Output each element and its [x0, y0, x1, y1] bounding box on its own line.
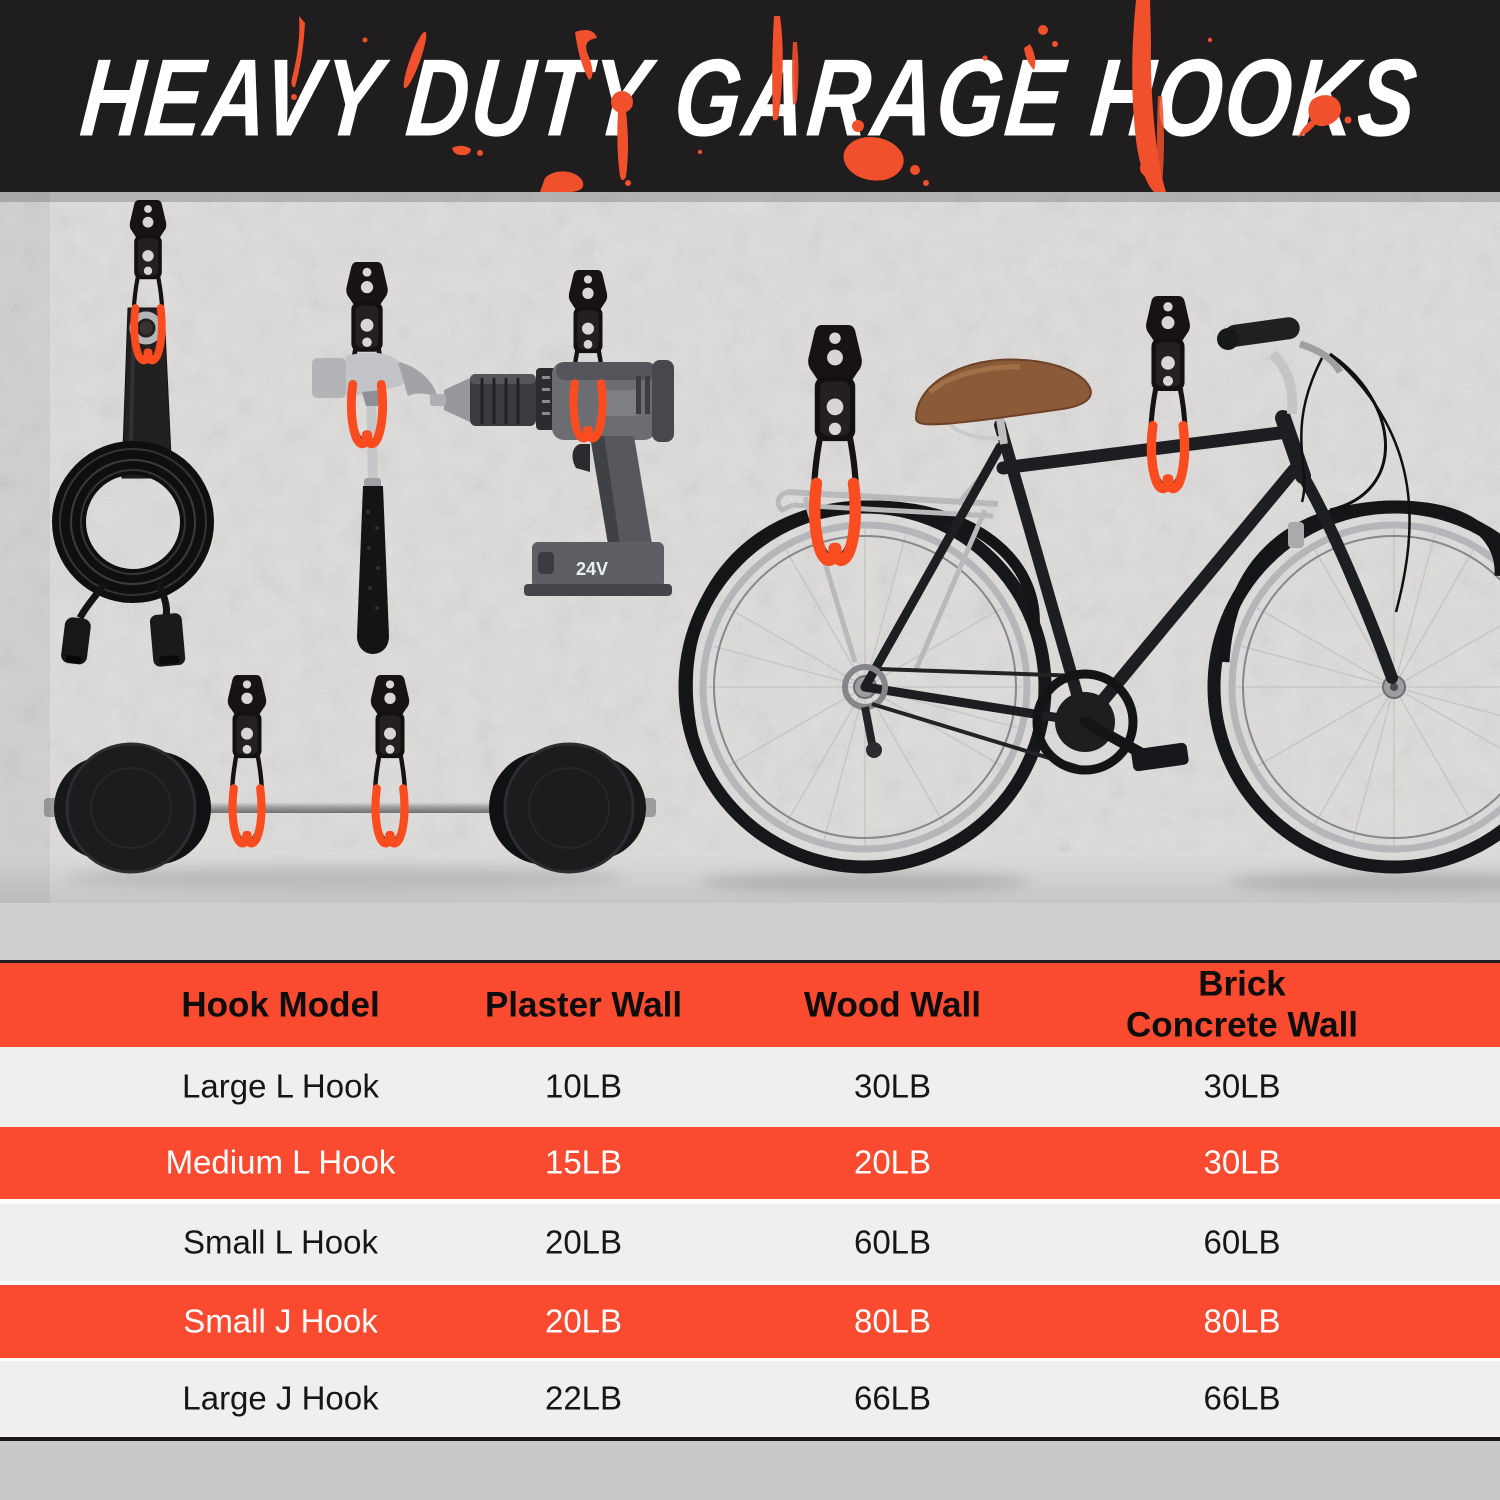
cell-plaster: 10LB — [544, 1067, 623, 1105]
power-drill-image: 24V — [430, 360, 674, 596]
row-separator — [0, 1281, 1500, 1285]
table-row: Small L Hook 20LB 60LB 60LB — [0, 1204, 1500, 1281]
drill-battery-label: 24V — [576, 559, 608, 579]
divider-band-top — [0, 903, 1500, 960]
handlebar-grip — [1224, 317, 1300, 347]
divider-line-bottom — [0, 1437, 1500, 1441]
cell-brick: 80LB — [1203, 1302, 1281, 1340]
cell-model: Medium L Hook — [165, 1143, 396, 1181]
divider-line-top — [0, 960, 1500, 963]
brake-cables — [1300, 352, 1411, 613]
cell-brick: 60LB — [1203, 1223, 1281, 1261]
cell-wood: 60LB — [853, 1223, 932, 1261]
hammer-image — [312, 352, 438, 654]
row-separator — [0, 1358, 1500, 1361]
paint-splatter-decoration — [291, 0, 1352, 192]
divider-band-bottom — [0, 1441, 1500, 1500]
cell-brick: 30LB — [1203, 1143, 1281, 1181]
cell-wood: 20LB — [853, 1143, 932, 1181]
header-wood-wall: Wood Wall — [804, 985, 981, 1025]
table-row: Large J Hook 22LB 66LB 66LB — [0, 1361, 1500, 1437]
product-photo: 24V — [0, 192, 1500, 903]
table-header-row: Hook Model Plaster Wall Wood Wall Brick … — [0, 963, 1500, 1047]
cell-brick: 66LB — [1203, 1379, 1281, 1417]
header-hook-model: Hook Model — [181, 985, 380, 1025]
bicycle-image — [685, 317, 1500, 867]
cell-model: Small J Hook — [183, 1302, 378, 1340]
cell-model: Large L Hook — [182, 1067, 379, 1105]
barbell-image — [44, 742, 656, 874]
weight-plates-left — [54, 742, 211, 874]
header-brick-concrete-wall: Brick Concrete Wall — [1125, 964, 1359, 1045]
cell-plaster: 22LB — [544, 1379, 623, 1417]
cell-plaster: 15LB — [544, 1143, 623, 1181]
title-banner: HEAVY DUTY GARAGE HOOKS — [0, 0, 1500, 192]
table-row: Medium L Hook 15LB 20LB 30LB — [0, 1127, 1500, 1199]
cell-wood: 66LB — [853, 1379, 932, 1417]
row-separator — [0, 1199, 1500, 1204]
table-row: Small J Hook 20LB 80LB 80LB — [0, 1285, 1500, 1358]
cell-model: Small L Hook — [182, 1223, 379, 1261]
cell-brick: 30LB — [1203, 1067, 1281, 1105]
cell-plaster: 20LB — [544, 1223, 623, 1261]
cell-wood: 80LB — [853, 1302, 932, 1340]
cell-wood: 30LB — [853, 1067, 932, 1105]
cord-coil — [52, 441, 214, 667]
cell-model: Large J Hook — [182, 1379, 379, 1417]
floor-shadows — [65, 866, 1500, 892]
weight-plates-right — [489, 742, 646, 874]
front-fender — [1218, 500, 1500, 663]
table-row: Large L Hook 10LB 30LB 30LB — [0, 1047, 1500, 1127]
cell-plaster: 20LB — [544, 1302, 623, 1340]
header-plaster-wall: Plaster Wall — [484, 985, 683, 1025]
garage-wall-scene: 24V — [0, 192, 1500, 903]
